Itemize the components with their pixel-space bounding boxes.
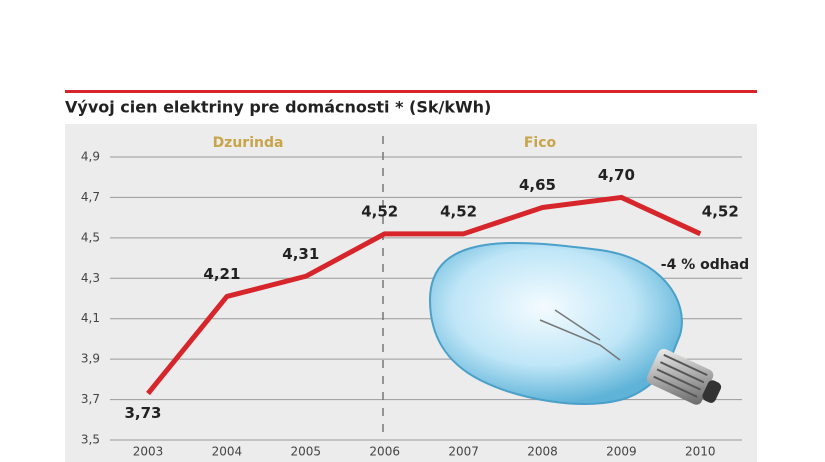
value-label: 4,52 <box>702 202 739 220</box>
x-tick-label: 2009 <box>606 445 637 459</box>
value-label: 4,65 <box>519 176 556 194</box>
y-tick-label: 4,3 <box>81 271 100 285</box>
value-label: 4,70 <box>598 166 635 184</box>
annotation: Fico <box>524 135 557 151</box>
annotation: Dzurinda <box>213 135 284 151</box>
y-tick-label: 4,5 <box>81 230 100 244</box>
marks: 3,73 4,21 4,31 4,52 4,52 4,65 4,70 4,52 <box>124 166 738 422</box>
top-rule <box>65 90 757 93</box>
x-tick-label: 2006 <box>369 445 400 459</box>
x-tick-label: 2008 <box>527 445 558 459</box>
value-label: 3,73 <box>124 404 161 422</box>
x-tick-label: 2010 <box>685 445 716 459</box>
y-tick-label: 4,7 <box>81 190 100 204</box>
value-label: 4,31 <box>282 245 319 263</box>
x-tick-label: 2003 <box>133 445 164 459</box>
y-tick-label: 4,1 <box>81 311 100 325</box>
annotation: -4 % odhad <box>661 257 749 273</box>
chart-title: Vývoj cien elektriny pre domácnosti * (S… <box>65 98 491 117</box>
y-tick-label: 4,9 <box>81 150 100 164</box>
data-line <box>146 194 702 396</box>
x-tick-label: 2005 <box>291 445 322 459</box>
y-tick-label: 3,9 <box>81 352 100 366</box>
x-tick-label: 2004 <box>212 445 243 459</box>
x-tick-label: 2007 <box>448 445 479 459</box>
value-label: 4,21 <box>203 265 240 283</box>
bulb <box>428 241 722 405</box>
value-label: 4,52 <box>440 202 477 220</box>
y-tick-label: 3,7 <box>81 392 100 406</box>
value-label: 4,52 <box>361 202 398 220</box>
y-tick-label: 3,5 <box>81 433 100 447</box>
